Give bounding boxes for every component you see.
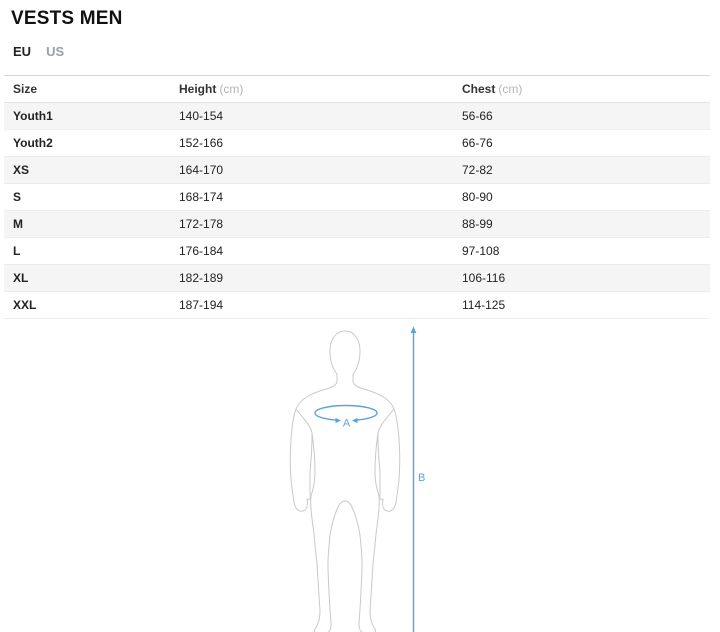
header-size: Size [4,75,170,103]
size-cell: XL [4,264,170,292]
header-chest-label: Chest [462,82,496,96]
size-cell: Youth1 [4,102,170,130]
size-cell: L [4,237,170,265]
tab-us[interactable]: US [46,44,65,59]
height-cell: 168-174 [170,183,453,211]
chest-cell: 106-116 [453,264,710,292]
height-cell: 152-166 [170,129,453,157]
size-cell: M [4,210,170,238]
figure-body-outline [295,330,395,632]
height-cell: 172-178 [170,210,453,238]
region-tabs: EU US [13,44,720,59]
header-height-label: Height [179,82,217,96]
table-row: XS 164-170 72-82 [4,156,710,184]
page-title: VESTS MEN [11,8,123,29]
table-row: XXL 187-194 114-125 [4,291,710,319]
chest-label-mask [336,414,357,428]
chest-cell: 88-99 [453,210,710,238]
chest-arrow-left-icon [335,417,341,424]
chest-cell: 114-125 [453,291,710,319]
header-height: Height (cm) [170,75,453,103]
chest-arrow-right-icon [352,417,358,424]
size-table: Size Height (cm) Chest (cm) Youth1 140-154… [4,75,710,319]
table-row: Youth2 152-166 66-76 [4,129,710,157]
chest-label: A [343,418,351,430]
table-row: M 172-178 88-99 [4,210,710,238]
table-row: S 168-174 80-90 [4,183,710,211]
size-cell: S [4,183,170,211]
chest-cell: 80-90 [453,183,710,211]
table-row: Youth1 140-154 56-66 [4,102,710,130]
chest-cell: 56-66 [453,102,710,130]
chest-cell: 72-82 [453,156,710,184]
header-chest-unit: (cm) [498,82,523,96]
header-chest: Chest (cm) [453,75,710,103]
height-cell: 182-189 [170,264,453,292]
table-row: L 176-184 97-108 [4,237,710,265]
height-arrow-top-icon [410,326,417,333]
figure-left-arm-outline [289,408,313,512]
body-diagram-svg: A B [289,326,425,632]
table-row: XL 182-189 106-116 [4,264,710,292]
tab-eu[interactable]: EU [13,44,32,59]
size-cell: XXL [4,291,170,319]
height-cell: 140-154 [170,102,453,130]
figure-right-arm-outline [377,408,401,512]
chest-cell: 97-108 [453,237,710,265]
height-cell: 176-184 [170,237,453,265]
header-height-unit: (cm) [219,82,244,96]
table-header-row: Size Height (cm) Chest (cm) [4,75,710,103]
body-measurement-diagram: A B [270,321,440,632]
size-cell: Youth2 [4,129,170,157]
header-size-label: Size [13,82,38,96]
height-cell: 164-170 [170,156,453,184]
size-cell: XS [4,156,170,184]
height-cell: 187-194 [170,291,453,319]
height-label: B [418,472,425,484]
chest-cell: 66-76 [453,129,710,157]
